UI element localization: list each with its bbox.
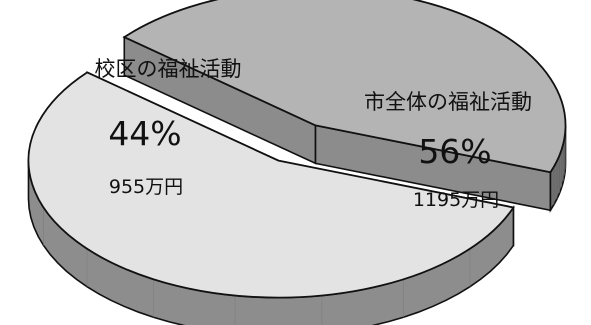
slice-0-top bbox=[122, 0, 567, 174]
slice-1-top bbox=[27, 71, 515, 299]
slice-label-citywide: 市全体の福祉活動 bbox=[364, 90, 532, 114]
slice-amount-citywide: 1195万円 bbox=[413, 189, 499, 211]
slice-amount-school-district: 955万円 bbox=[109, 176, 183, 198]
slice-label-school-district: 校区の福祉活動 bbox=[95, 57, 242, 81]
slice-percent-citywide: 56% bbox=[418, 132, 491, 171]
pie-marks bbox=[27, 0, 567, 325]
slice-percent-school-district: 44% bbox=[108, 114, 181, 153]
pie-labels: 校区の福祉活動 44% 955万円 市全体の福祉活動 56% 1195万円 bbox=[95, 57, 533, 211]
